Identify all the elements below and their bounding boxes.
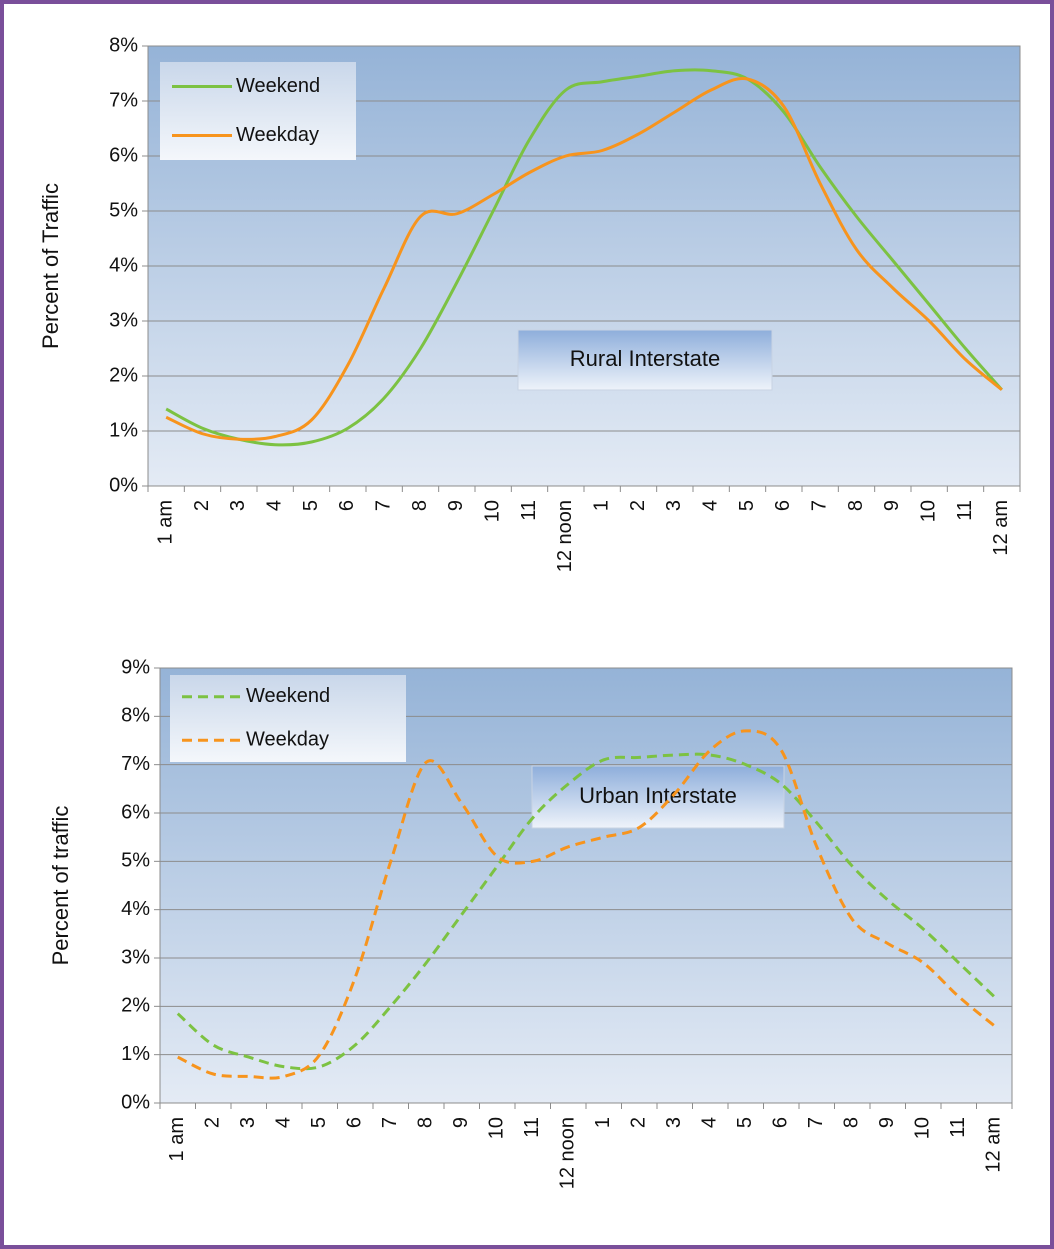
y-axis-label: Percent of Traffic: [38, 183, 63, 349]
y-tick-label: 7%: [121, 753, 150, 775]
x-tick-label: 9: [445, 500, 467, 511]
legend-label: Weekend: [236, 75, 320, 97]
x-tick-label: 12 noon: [554, 500, 576, 572]
annotation-box: [517, 329, 773, 391]
x-tick-label: 2: [628, 1117, 650, 1128]
annotation-box: [531, 765, 785, 829]
x-tick-label: 3: [663, 500, 685, 511]
series-line: [177, 729, 996, 1080]
x-tick-label: 7: [379, 1117, 401, 1128]
x-tick-label: 12 am: [983, 1117, 1005, 1173]
y-axis-label: Percent of traffic: [48, 806, 73, 966]
x-tick-label: 9: [876, 1117, 898, 1128]
x-tick-label: 4: [699, 500, 721, 511]
x-tick-label: 5: [300, 500, 322, 511]
x-tick-label: 12 noon: [557, 1117, 579, 1189]
x-tick-label: 3: [663, 1117, 685, 1128]
x-tick-label: 5: [308, 1117, 330, 1128]
y-tick-label: 2%: [109, 364, 138, 386]
x-tick-label: 11: [947, 1117, 969, 1138]
annotation: Rural Interstate: [570, 346, 720, 371]
y-tick-label: 4%: [109, 254, 138, 276]
x-tick-label: 10: [917, 500, 939, 522]
annotation: Urban Interstate: [579, 783, 737, 808]
series-line: [165, 76, 1003, 441]
y-tick-label: 6%: [121, 801, 150, 823]
x-tick-label: 2: [191, 500, 213, 511]
x-tick-label: 6: [772, 500, 794, 511]
x-tick-label: 1 am: [154, 500, 176, 544]
x-tick-label: 9: [881, 500, 903, 511]
x-tick-label: 11: [954, 500, 976, 521]
legend-label: Weekend: [246, 685, 330, 707]
y-tick-label: 5%: [109, 199, 138, 221]
x-tick-label: 1: [590, 500, 612, 511]
y-tick-label: 2%: [121, 995, 150, 1017]
x-tick-label: 8: [409, 500, 431, 511]
y-tick-label: 7%: [109, 89, 138, 111]
x-tick-label: 4: [699, 1117, 721, 1128]
x-tick-label: 4: [263, 500, 285, 511]
x-tick-label: 7: [372, 500, 394, 511]
x-tick-label: 4: [273, 1117, 295, 1128]
x-tick-label: 8: [841, 1117, 863, 1128]
x-tick-label: 2: [627, 500, 649, 511]
y-tick-label: 1%: [121, 1043, 150, 1065]
x-tick-label: 2: [202, 1117, 224, 1128]
x-tick-label: 5: [734, 1117, 756, 1128]
x-tick-label: 9: [450, 1117, 472, 1128]
series-line: [165, 68, 1003, 447]
x-tick-label: 10: [912, 1117, 934, 1139]
y-tick-label: 0%: [109, 474, 138, 496]
y-tick-label: 0%: [121, 1091, 150, 1113]
y-tick-label: 4%: [121, 898, 150, 920]
x-tick-label: 3: [227, 500, 249, 511]
x-tick-label: 1: [592, 1117, 614, 1128]
x-tick-label: 8: [845, 500, 867, 511]
x-tick-label: 11: [518, 500, 540, 521]
x-tick-label: 6: [770, 1117, 792, 1128]
legend-box: [170, 675, 406, 762]
x-tick-label: 7: [805, 1117, 827, 1128]
y-tick-label: 8%: [109, 34, 138, 56]
x-tick-label: 10: [481, 500, 503, 522]
y-tick-label: 8%: [121, 705, 150, 727]
x-tick-label: 3: [237, 1117, 259, 1128]
y-tick-label: 1%: [109, 419, 138, 441]
x-tick-label: 11: [521, 1117, 543, 1138]
legend-box: [160, 62, 356, 160]
x-tick-label: 5: [736, 500, 758, 511]
x-tick-label: 7: [808, 500, 830, 511]
y-tick-label: 3%: [121, 946, 150, 968]
legend-label: Weekday: [236, 124, 319, 146]
x-tick-label: 12 am: [990, 500, 1012, 556]
legend-label: Weekday: [246, 729, 329, 751]
y-tick-label: 9%: [121, 656, 150, 678]
x-tick-label: 10: [486, 1117, 508, 1139]
x-tick-label: 6: [344, 1117, 366, 1128]
x-tick-label: 1 am: [166, 1117, 188, 1161]
y-tick-label: 6%: [109, 144, 138, 166]
x-tick-label: 8: [415, 1117, 437, 1128]
y-tick-label: 5%: [121, 850, 150, 872]
x-tick-label: 6: [336, 500, 358, 511]
y-tick-label: 3%: [109, 309, 138, 331]
